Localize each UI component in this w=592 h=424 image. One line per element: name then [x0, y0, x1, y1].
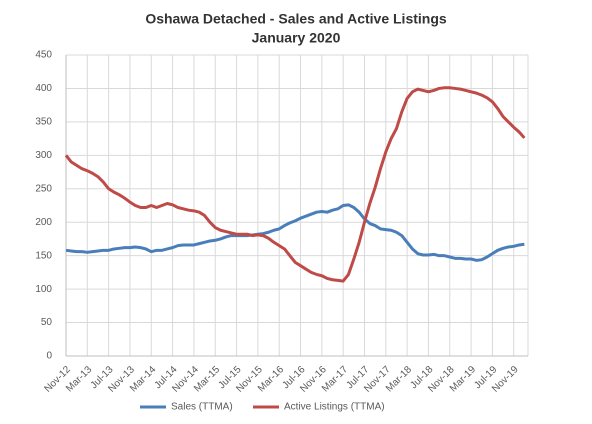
y-tick-label: 350	[35, 117, 52, 128]
y-tick-label: 150	[35, 250, 52, 261]
chart-subtitle: January 2020	[252, 30, 341, 46]
legend-label: Sales (TTMA)	[171, 402, 233, 413]
y-tick-label: 0	[46, 351, 52, 362]
y-tick-label: 400	[35, 83, 52, 94]
series-line	[65, 203, 525, 262]
legend-label: Active Listings (TTMA)	[284, 402, 385, 413]
y-tick-label: 100	[35, 284, 52, 295]
y-tick-label: 200	[35, 217, 52, 228]
y-tick-label: 450	[35, 50, 52, 61]
y-tick-label: 50	[41, 317, 53, 328]
chart-title: Oshawa Detached - Sales and Active Listi…	[145, 11, 447, 27]
series-line	[64, 86, 526, 283]
y-tick-label: 300	[35, 150, 52, 161]
y-tick-label: 250	[35, 183, 52, 194]
